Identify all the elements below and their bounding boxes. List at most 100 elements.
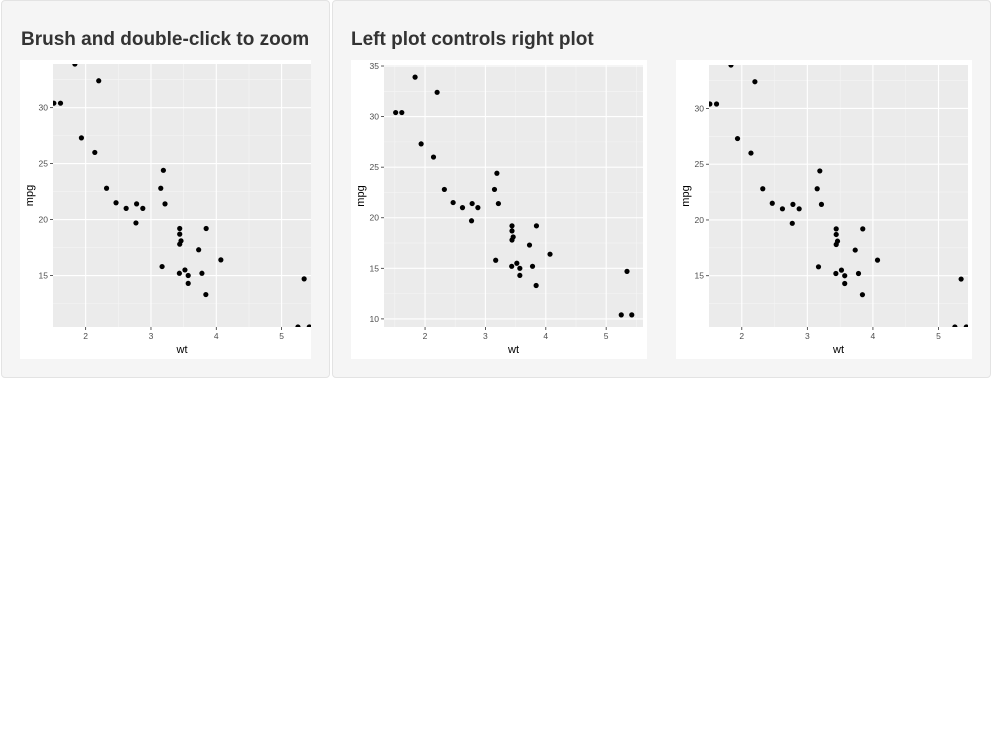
- data-point: [509, 237, 515, 243]
- data-point: [418, 141, 424, 147]
- data-point: [842, 273, 848, 279]
- plot-background: [384, 65, 643, 327]
- controller-scatter-plot[interactable]: 2 3 4 5 10 15 20 25 30 35 wt mpg: [351, 60, 647, 359]
- data-point: [450, 199, 456, 206]
- data-point: [113, 200, 119, 206]
- x-tick-label: 5: [604, 331, 609, 341]
- zoom-scatter-plot[interactable]: 2 3 4 5 15 20 25 30 wt mpg: [20, 60, 311, 359]
- data-point: [818, 201, 825, 207]
- data-point: [514, 260, 520, 266]
- data-point: [874, 257, 881, 263]
- data-point: [618, 312, 624, 318]
- data-point: [852, 247, 858, 253]
- data-point: [495, 200, 502, 207]
- plot-background: [53, 64, 311, 327]
- y-tick-label: 10: [370, 314, 380, 324]
- data-point: [624, 268, 630, 274]
- x-axis-label: wt: [507, 344, 519, 356]
- data-point: [509, 263, 515, 269]
- data-point: [203, 291, 209, 298]
- data-point: [434, 89, 440, 95]
- data-point: [533, 223, 540, 229]
- data-point: [547, 251, 553, 257]
- y-axis-label: mpg: [680, 185, 692, 206]
- data-point: [533, 282, 539, 289]
- data-point: [529, 263, 536, 269]
- data-point: [134, 201, 140, 207]
- x-tick-label: 4: [543, 331, 548, 341]
- data-point: [177, 231, 183, 237]
- y-tick-label: 20: [370, 213, 380, 223]
- y-tick-label: 15: [370, 263, 380, 273]
- data-point: [177, 225, 183, 232]
- data-point: [860, 226, 866, 232]
- controlled-scatter-plot: 2 3 4 5 15 20 25 30 wt mpg: [676, 60, 972, 359]
- data-point: [789, 220, 795, 226]
- data-point: [713, 101, 720, 107]
- data-point: [399, 109, 405, 116]
- x-tick-label: 5: [936, 331, 941, 341]
- data-point: [760, 186, 766, 192]
- data-point: [92, 149, 98, 156]
- data-point: [301, 276, 307, 282]
- data-point: [833, 231, 839, 238]
- x-tick-label: 4: [214, 331, 219, 341]
- data-point: [177, 241, 183, 247]
- data-point: [123, 205, 129, 211]
- data-point: [103, 185, 110, 191]
- data-point: [815, 264, 822, 270]
- data-point: [72, 64, 78, 67]
- x-axis-label: wt: [832, 344, 844, 356]
- data-point: [182, 267, 188, 273]
- data-point: [140, 205, 146, 211]
- data-point: [629, 312, 635, 318]
- controls-panel-title: Left plot controls right plot: [351, 29, 594, 50]
- data-point: [469, 200, 475, 207]
- data-point: [859, 292, 866, 298]
- data-point: [833, 226, 839, 232]
- data-point: [160, 167, 166, 173]
- data-point: [833, 241, 839, 248]
- data-point: [814, 186, 820, 192]
- data-point: [176, 270, 182, 276]
- data-point: [838, 267, 845, 273]
- data-point: [412, 74, 418, 80]
- data-point: [185, 280, 191, 286]
- y-tick-label: 25: [370, 162, 380, 172]
- data-point: [734, 135, 741, 142]
- data-point: [57, 100, 64, 106]
- data-point: [833, 270, 839, 277]
- data-point: [53, 100, 57, 106]
- data-point: [494, 170, 500, 176]
- data-point: [769, 200, 775, 206]
- y-axis-label: mpg: [355, 185, 367, 206]
- data-point: [475, 205, 481, 211]
- x-tick-label: 3: [483, 331, 488, 341]
- data-point: [752, 79, 758, 85]
- data-point: [199, 270, 205, 276]
- data-point: [491, 186, 498, 193]
- data-point: [796, 206, 802, 212]
- data-point: [203, 225, 209, 232]
- data-point: [790, 201, 796, 207]
- controls-panel: Left plot controls right plot 2 3 4 5 10 15 20…: [332, 0, 991, 378]
- data-point: [509, 228, 515, 234]
- y-tick-label: 30: [695, 103, 705, 113]
- data-point: [468, 218, 475, 224]
- points-group: [709, 65, 968, 327]
- y-axis-label: mpg: [24, 185, 36, 206]
- data-point: [78, 135, 85, 141]
- x-tick-label: 4: [871, 331, 876, 341]
- y-tick-label: 20: [39, 215, 49, 225]
- data-point: [509, 223, 515, 229]
- data-point: [185, 272, 191, 279]
- x-tick-label: 3: [149, 331, 154, 341]
- data-point: [709, 101, 713, 107]
- data-point: [430, 154, 437, 160]
- data-point: [748, 150, 754, 156]
- data-point: [159, 263, 165, 270]
- points-group: [53, 64, 311, 327]
- y-tick-label: 20: [695, 215, 705, 225]
- data-point: [133, 220, 139, 226]
- data-point: [779, 206, 786, 212]
